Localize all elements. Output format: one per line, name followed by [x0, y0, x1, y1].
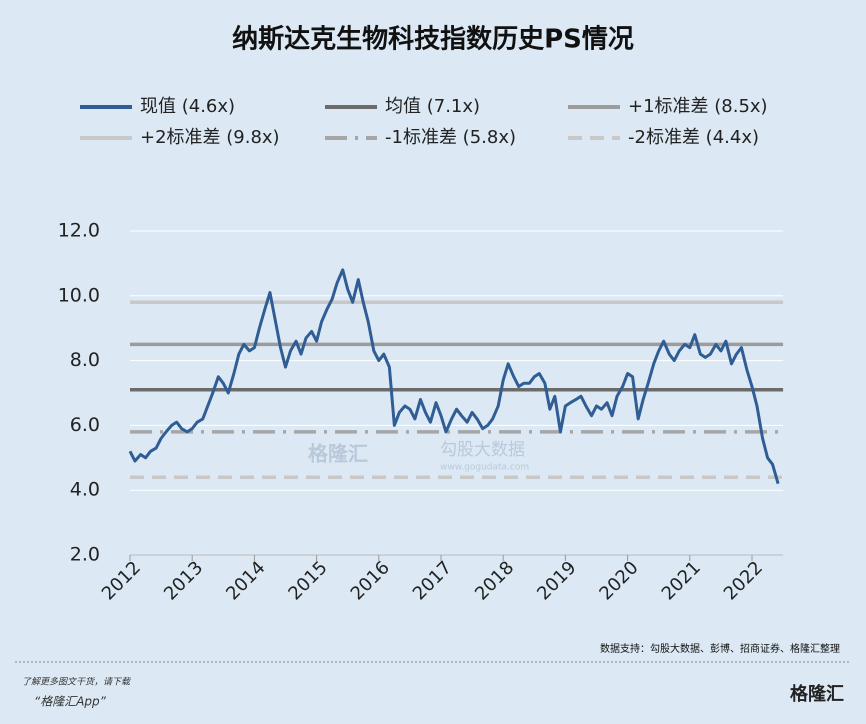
footer-app: “格隆汇App” — [34, 695, 107, 709]
chart-title: 纳斯达克生物科技指数历史PS情况 — [232, 24, 634, 55]
y-tick-label: 10.0 — [58, 284, 100, 306]
watermark: 格隆汇 — [308, 442, 368, 466]
y-tick-label: 4.0 — [70, 479, 100, 501]
watermark: www.gogudata.com — [440, 463, 529, 473]
legend-label: +1标准差 (8.5x) — [628, 96, 768, 117]
footer-logo: 格隆汇 — [790, 683, 844, 705]
source-note: 数据支持：勾股大数据、彭博、招商证券、格隆汇整理 — [600, 642, 840, 655]
y-tick-label: 6.0 — [70, 414, 100, 436]
legend-label: 均值 (7.1x) — [385, 96, 480, 117]
legend-label: -1标准差 (5.8x) — [385, 127, 516, 148]
watermark: 勾股大数据 — [440, 440, 525, 460]
y-tick-label: 8.0 — [70, 349, 100, 371]
y-tick-label: 12.0 — [58, 220, 100, 242]
y-tick-label: 2.0 — [70, 544, 100, 566]
legend-label: +2标准差 (9.8x) — [140, 127, 280, 148]
legend-label: 现值 (4.6x) — [140, 96, 235, 117]
legend-label: -2标准差 (4.4x) — [628, 127, 759, 148]
footer-note: 了解更多图文干货，请下载 — [22, 677, 131, 688]
data-line — [128, 268, 780, 485]
